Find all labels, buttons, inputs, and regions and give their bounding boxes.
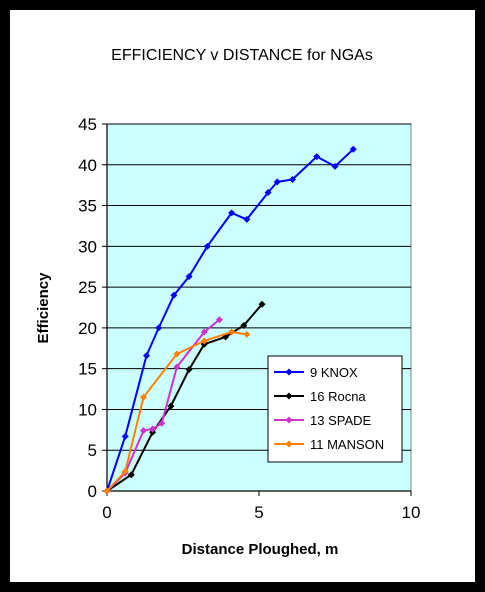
data-point xyxy=(243,330,251,338)
legend-entry: 11 MANSON xyxy=(274,437,384,452)
series-group xyxy=(103,145,357,495)
data-point xyxy=(215,316,223,324)
legend-label: 13 SPADE xyxy=(310,413,372,428)
legend-label: 9 KNOX xyxy=(310,365,358,380)
legend-entry: 9 KNOX xyxy=(274,365,358,380)
data-point xyxy=(228,209,236,217)
data-point xyxy=(173,350,181,358)
y-axis-label: Efficiency xyxy=(35,272,52,344)
data-point xyxy=(203,242,211,250)
data-point xyxy=(158,419,166,427)
data-point xyxy=(273,178,281,186)
x-axis-label: Distance Ploughed, m xyxy=(182,541,339,558)
legend-swatch-marker xyxy=(285,440,293,448)
legend-entry: 13 SPADE xyxy=(274,413,372,428)
series-3 xyxy=(103,328,251,495)
data-point xyxy=(264,189,272,197)
y-tick-label: 20 xyxy=(78,319,97,338)
data-point xyxy=(200,328,208,336)
data-point xyxy=(103,487,111,495)
chart-title: EFFICIENCY v DISTANCE for NGAs xyxy=(111,47,373,64)
data-point xyxy=(331,162,339,170)
data-point xyxy=(139,427,147,435)
data-point xyxy=(155,324,163,332)
data-point xyxy=(173,363,181,371)
axes: 0 5 10 15 20 25 30 35 40 45 0 5 10 xyxy=(78,115,420,522)
y-tick-label: 25 xyxy=(78,278,97,297)
series-line xyxy=(106,318,221,492)
y-tick-label: 0 xyxy=(88,482,97,501)
y-tick-label: 45 xyxy=(78,115,97,134)
legend-swatch-marker xyxy=(285,368,293,376)
y-tick-label: 35 xyxy=(78,197,97,216)
x-tick-label: 5 xyxy=(254,503,263,522)
y-tick-label: 15 xyxy=(78,360,97,379)
data-point xyxy=(121,432,129,440)
data-point xyxy=(185,273,193,281)
data-point xyxy=(149,425,157,433)
data-point xyxy=(185,365,193,373)
legend-label: 11 MANSON xyxy=(310,437,384,452)
data-point xyxy=(200,337,208,345)
chart-svg: EFFICIENCY v DISTANCE for NGAs 0 5 10 15 20 2… xyxy=(35,47,420,558)
legend-swatch-marker xyxy=(285,392,293,400)
data-point xyxy=(313,153,321,161)
legend: 9 KNOX 16 Rocna 13 SPADE 11 MANSON xyxy=(267,355,403,463)
data-point xyxy=(167,402,175,410)
y-tick-label: 40 xyxy=(78,156,97,175)
x-tick-label: 10 xyxy=(402,503,421,522)
data-point xyxy=(243,215,251,223)
data-point xyxy=(121,467,129,475)
legend-entry: 16 Rocna xyxy=(274,389,366,404)
data-point xyxy=(349,145,357,153)
y-tick-label: 5 xyxy=(88,441,97,460)
y-tick-label: 30 xyxy=(78,237,97,256)
data-point xyxy=(258,300,266,308)
y-tick-label: 10 xyxy=(78,400,97,419)
chart-frame: EFFICIENCY v DISTANCE for NGAs 0 5 10 15 20 2… xyxy=(10,10,475,582)
data-point xyxy=(288,175,296,183)
x-tick-label: 0 xyxy=(102,503,111,522)
data-point xyxy=(240,321,248,329)
data-point xyxy=(143,352,151,360)
data-point xyxy=(170,291,178,299)
data-point xyxy=(139,393,147,401)
legend-swatch-marker xyxy=(285,416,293,424)
legend-label: 16 Rocna xyxy=(310,389,366,404)
data-point xyxy=(127,471,135,479)
data-point xyxy=(228,328,236,336)
